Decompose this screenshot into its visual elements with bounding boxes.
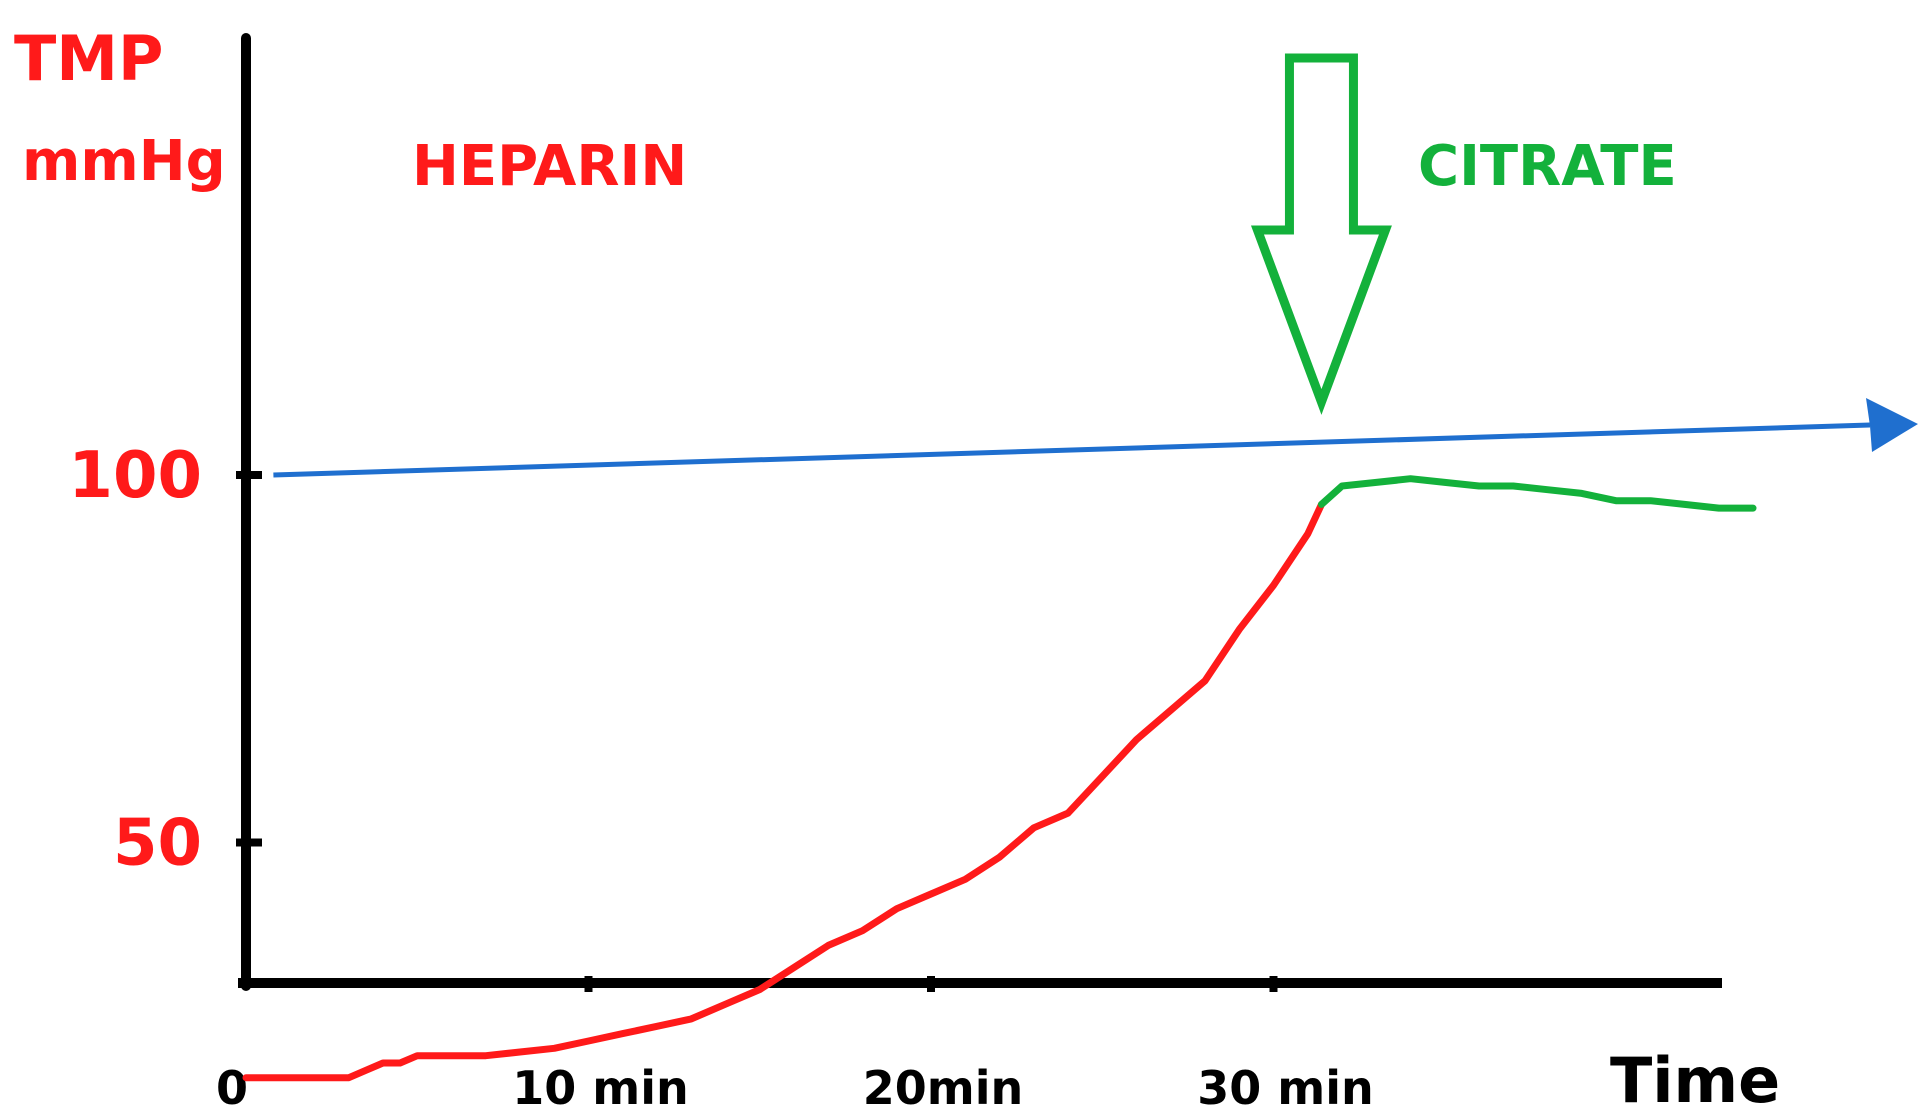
series-line-citrate: [1318, 475, 1757, 512]
x-tick-label: 0: [216, 1061, 248, 1115]
x-tick-label: 30 min: [1197, 1061, 1373, 1115]
reference-line-100: [273, 422, 1871, 478]
x-axis-label: Time: [1610, 1044, 1780, 1117]
series-line-heparin: [242, 500, 1325, 1082]
y-axis-unit: mmHg: [22, 129, 226, 194]
reference-arrowhead: [1866, 398, 1918, 452]
series-layer: [242, 475, 1757, 1082]
down-arrow-icon: [1250, 53, 1392, 415]
x-tick-label: 20min: [863, 1061, 1023, 1115]
y-tick-label: 50: [113, 807, 202, 881]
ticks-layer: 50 100 0 10 min 20min 30 min: [68, 439, 1373, 1115]
y-tick-label: 100: [68, 439, 202, 513]
y-axis-label: TMP: [14, 22, 163, 95]
citrate-annotation: CITRATE: [1418, 134, 1677, 199]
heparin-annotation: HEPARIN: [412, 134, 687, 199]
x-tick-label: 10 min: [512, 1061, 688, 1115]
